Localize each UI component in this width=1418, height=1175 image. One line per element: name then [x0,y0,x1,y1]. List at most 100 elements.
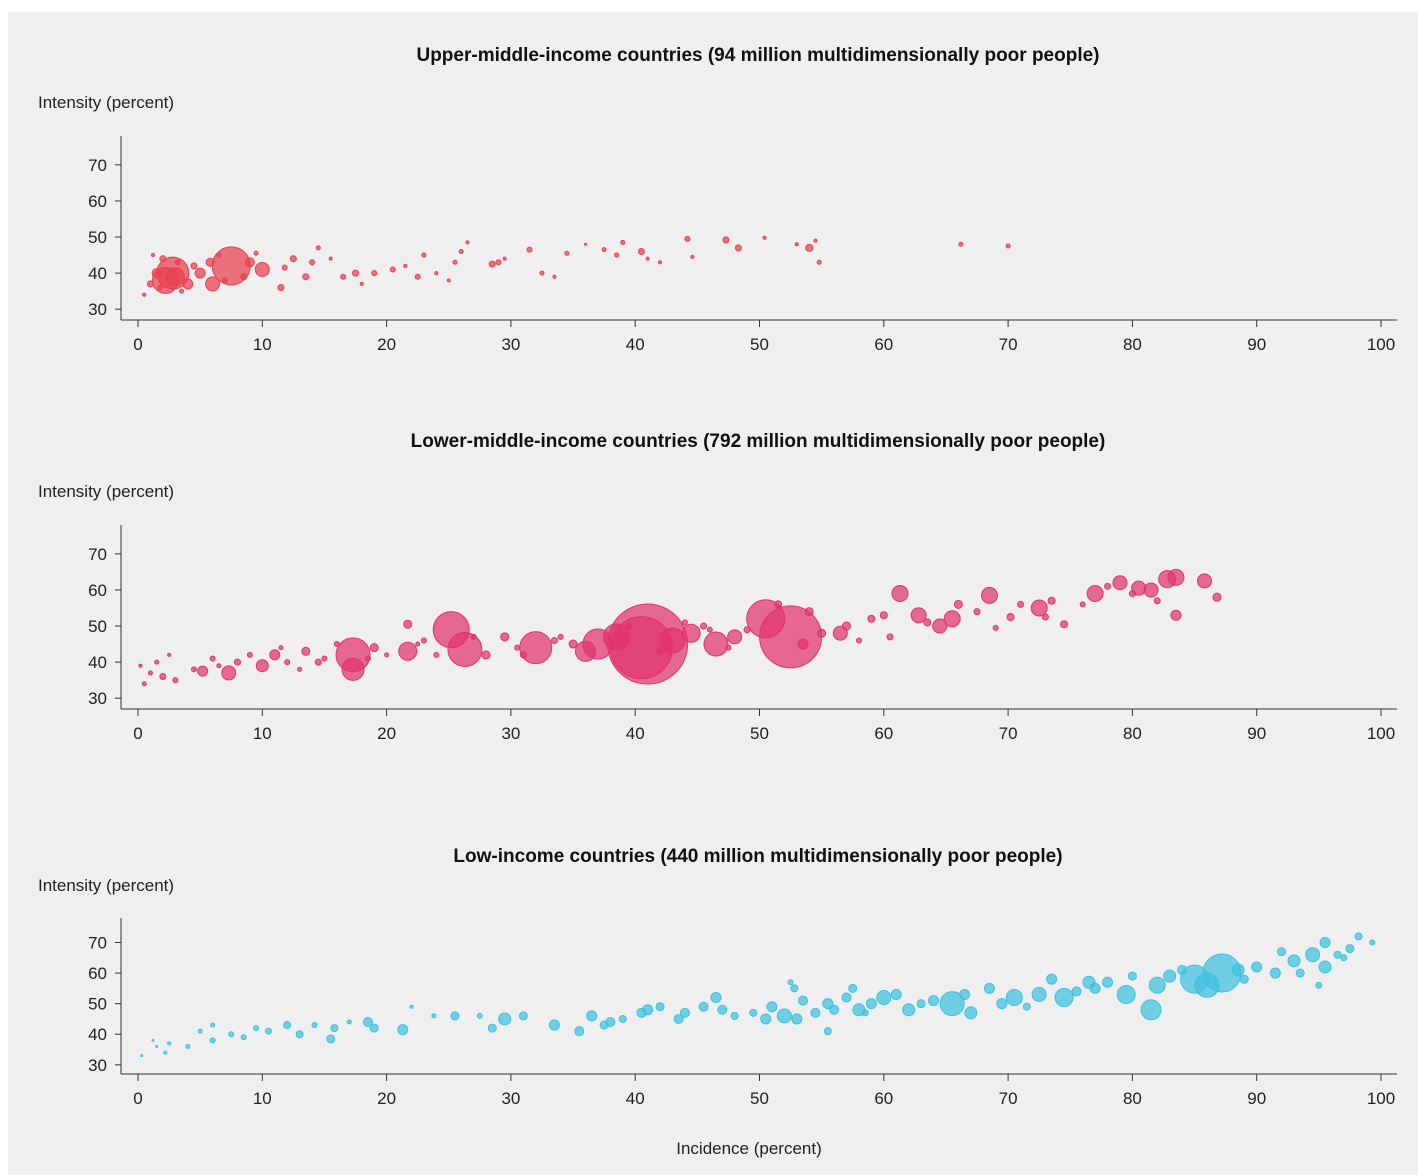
data-points [138,568,1222,687]
data-point-bubble [548,1019,560,1031]
panel-upper-middle-income: Upper-middle-income countries (94 millio… [38,45,1397,354]
data-point-bubble [1128,590,1136,598]
x-tick-label: 80 [1123,335,1142,354]
data-point-bubble [939,991,965,1017]
data-point-bubble [1140,999,1162,1021]
data-point-bubble [495,259,502,266]
data-point-bubble [254,261,270,277]
data-point-bubble [1153,597,1161,605]
data-point-bubble [1251,961,1263,973]
data-point-bubble [746,599,786,639]
data-point-bubble [519,631,553,665]
data-point-bubble [706,626,713,633]
data-point-bubble [146,280,154,288]
data-point-bubble [1340,954,1348,962]
data-point-bubble [359,281,364,286]
data-point-bubble [1170,609,1182,621]
data-point-bubble [420,637,427,644]
data-point-bubble [810,1007,821,1018]
data-point-bubble [265,1027,273,1035]
panel-lower-middle-income: Lower-middle-income countries (792 milli… [38,431,1397,743]
data-point-bubble [891,585,909,603]
data-point-bubble [550,636,558,644]
axis-ticks: 30 40 50 60 70 0 10 20 30 40 50 60 70 80 90 100 [88,136,1397,354]
data-point-bubble [1287,954,1301,968]
data-point-bubble [488,260,496,268]
data-point-bubble [326,1034,336,1044]
data-point-bubble [673,1013,684,1024]
data-point-bubble [311,1022,318,1029]
data-point-bubble [1194,972,1220,998]
data-point-bubble [1079,601,1086,608]
data-point-bubble [959,988,971,1000]
x-tick-label: 90 [1247,1089,1266,1108]
data-point-bubble [446,278,451,283]
data-point-bubble [603,623,631,651]
data-point-bubble [1305,947,1321,963]
data-point-bubble [197,1028,203,1034]
y-tick-label: 30 [88,1056,107,1075]
data-point-bubble [151,268,162,279]
axis-ticks: 30 40 50 60 70 0 10 20 30 40 50 60 70 80 90 100 [88,918,1397,1108]
data-point-bubble [1054,988,1074,1008]
data-point-bubble [586,1010,598,1022]
data-point-bubble [1006,613,1015,621]
data-point-bubble [216,663,222,669]
data-point-bubble [910,607,927,624]
data-point-bubble [879,611,888,620]
data-point-bubble [138,663,143,668]
data-point-bubble [321,655,328,662]
data-point-bubble [1116,984,1136,1004]
data-point-bubble [228,1031,235,1038]
data-point-bubble [1060,620,1069,629]
x-tick-label: 10 [253,1089,272,1108]
data-point-bubble [159,673,167,681]
panel-low-income: Low-income countries (440 million multid… [38,846,1397,1158]
data-point-bubble [397,1024,409,1036]
data-point-bubble [794,242,799,247]
data-point-bubble [710,992,722,1004]
data-point-bubble [514,644,521,651]
data-point-bubble [159,255,167,263]
data-point-bubble [1319,936,1331,948]
data-point-bubble [421,252,427,258]
x-tick-label: 0 [133,1089,142,1108]
data-point-bubble [216,252,222,258]
data-point-bubble [174,259,181,266]
data-point-bubble [154,659,160,665]
data-point-bubble [656,647,664,655]
data-point-bubble [620,239,626,245]
data-point-bubble [681,623,701,643]
data-point-bubble [618,1014,627,1023]
data-point-bubble [346,1019,352,1025]
data-point-bubble [500,632,510,642]
chart-canvas: Upper-middle-income countries (94 millio… [38,45,1397,1158]
y-tick-label: 40 [88,264,107,283]
data-point-bubble [1089,982,1101,994]
data-point-bubble [364,655,371,662]
data-point-bubble [434,271,439,276]
data-point-bubble [210,1022,216,1028]
data-point-bubble [163,1050,168,1055]
data-point-bubble [1030,599,1048,617]
data-point-bubble [700,622,708,630]
data-point-bubble [552,274,557,279]
data-point-bubble [822,998,834,1010]
data-point-bubble [601,247,607,253]
data-point-bubble [797,638,809,650]
y-axis-label: Intensity (percent) [38,876,174,895]
data-point-bubble [717,1004,728,1015]
data-point-bubble [233,658,241,666]
data-point-bubble [289,255,297,263]
data-point-bubble [209,655,216,662]
data-point-bubble [362,1017,373,1027]
x-tick-label: 60 [874,724,893,743]
data-point-bubble [749,1008,758,1017]
data-point-bubble [842,621,852,631]
data-point-bubble [730,1011,739,1020]
x-tick-label: 10 [253,335,272,354]
data-point-bubble [727,629,743,645]
data-points [140,932,1376,1058]
x-tick-label: 40 [626,335,645,354]
data-point-bubble [655,1002,665,1012]
